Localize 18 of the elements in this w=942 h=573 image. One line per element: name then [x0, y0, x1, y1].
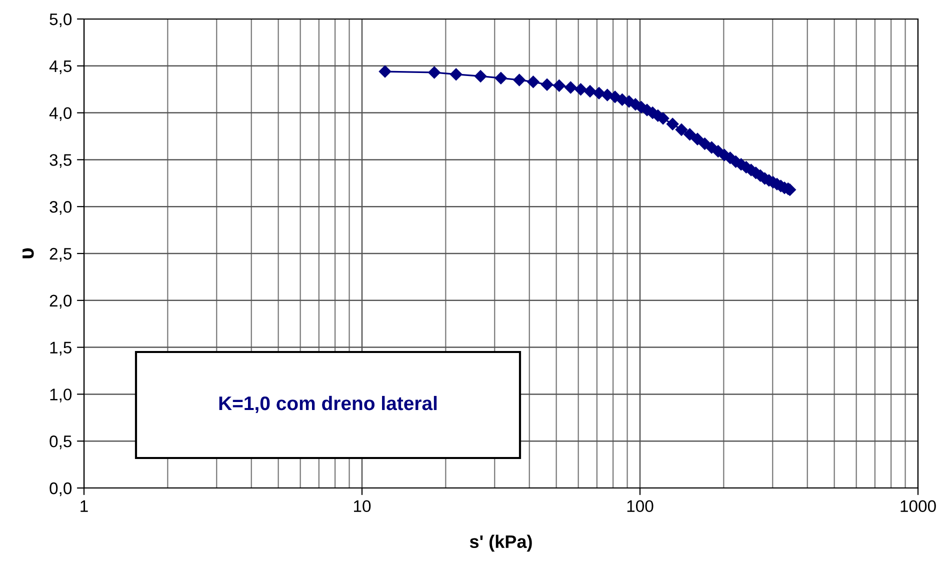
x-tick-label: 1	[80, 500, 88, 512]
y-tick-label: 5,0	[50, 13, 72, 28]
y-tick-label: 4,0	[49, 107, 72, 121]
y-tick-label: 1,5	[50, 342, 72, 356]
y-tick-label: 2,0	[50, 294, 72, 309]
y-tick-label: 1,0	[50, 388, 72, 402]
x-tick-label: 1000	[900, 500, 936, 512]
x-tick-label: 100	[627, 500, 654, 512]
x-tick-label: 10	[354, 500, 371, 512]
y-tick-label: 4,5	[49, 60, 72, 74]
x-axis-title: s' (kPa)	[470, 534, 532, 552]
y-tick-label: 0,0	[50, 482, 72, 496]
y-tick-label: 0,5	[50, 436, 72, 450]
y-tick-label: 3,0	[50, 201, 72, 215]
y-axis-title: υ	[22, 248, 34, 258]
y-tick-label: 3,5	[50, 154, 72, 168]
annotation: K=1,0 com dreno lateral	[219, 396, 437, 414]
y-tick-label: 2,5	[50, 248, 72, 262]
